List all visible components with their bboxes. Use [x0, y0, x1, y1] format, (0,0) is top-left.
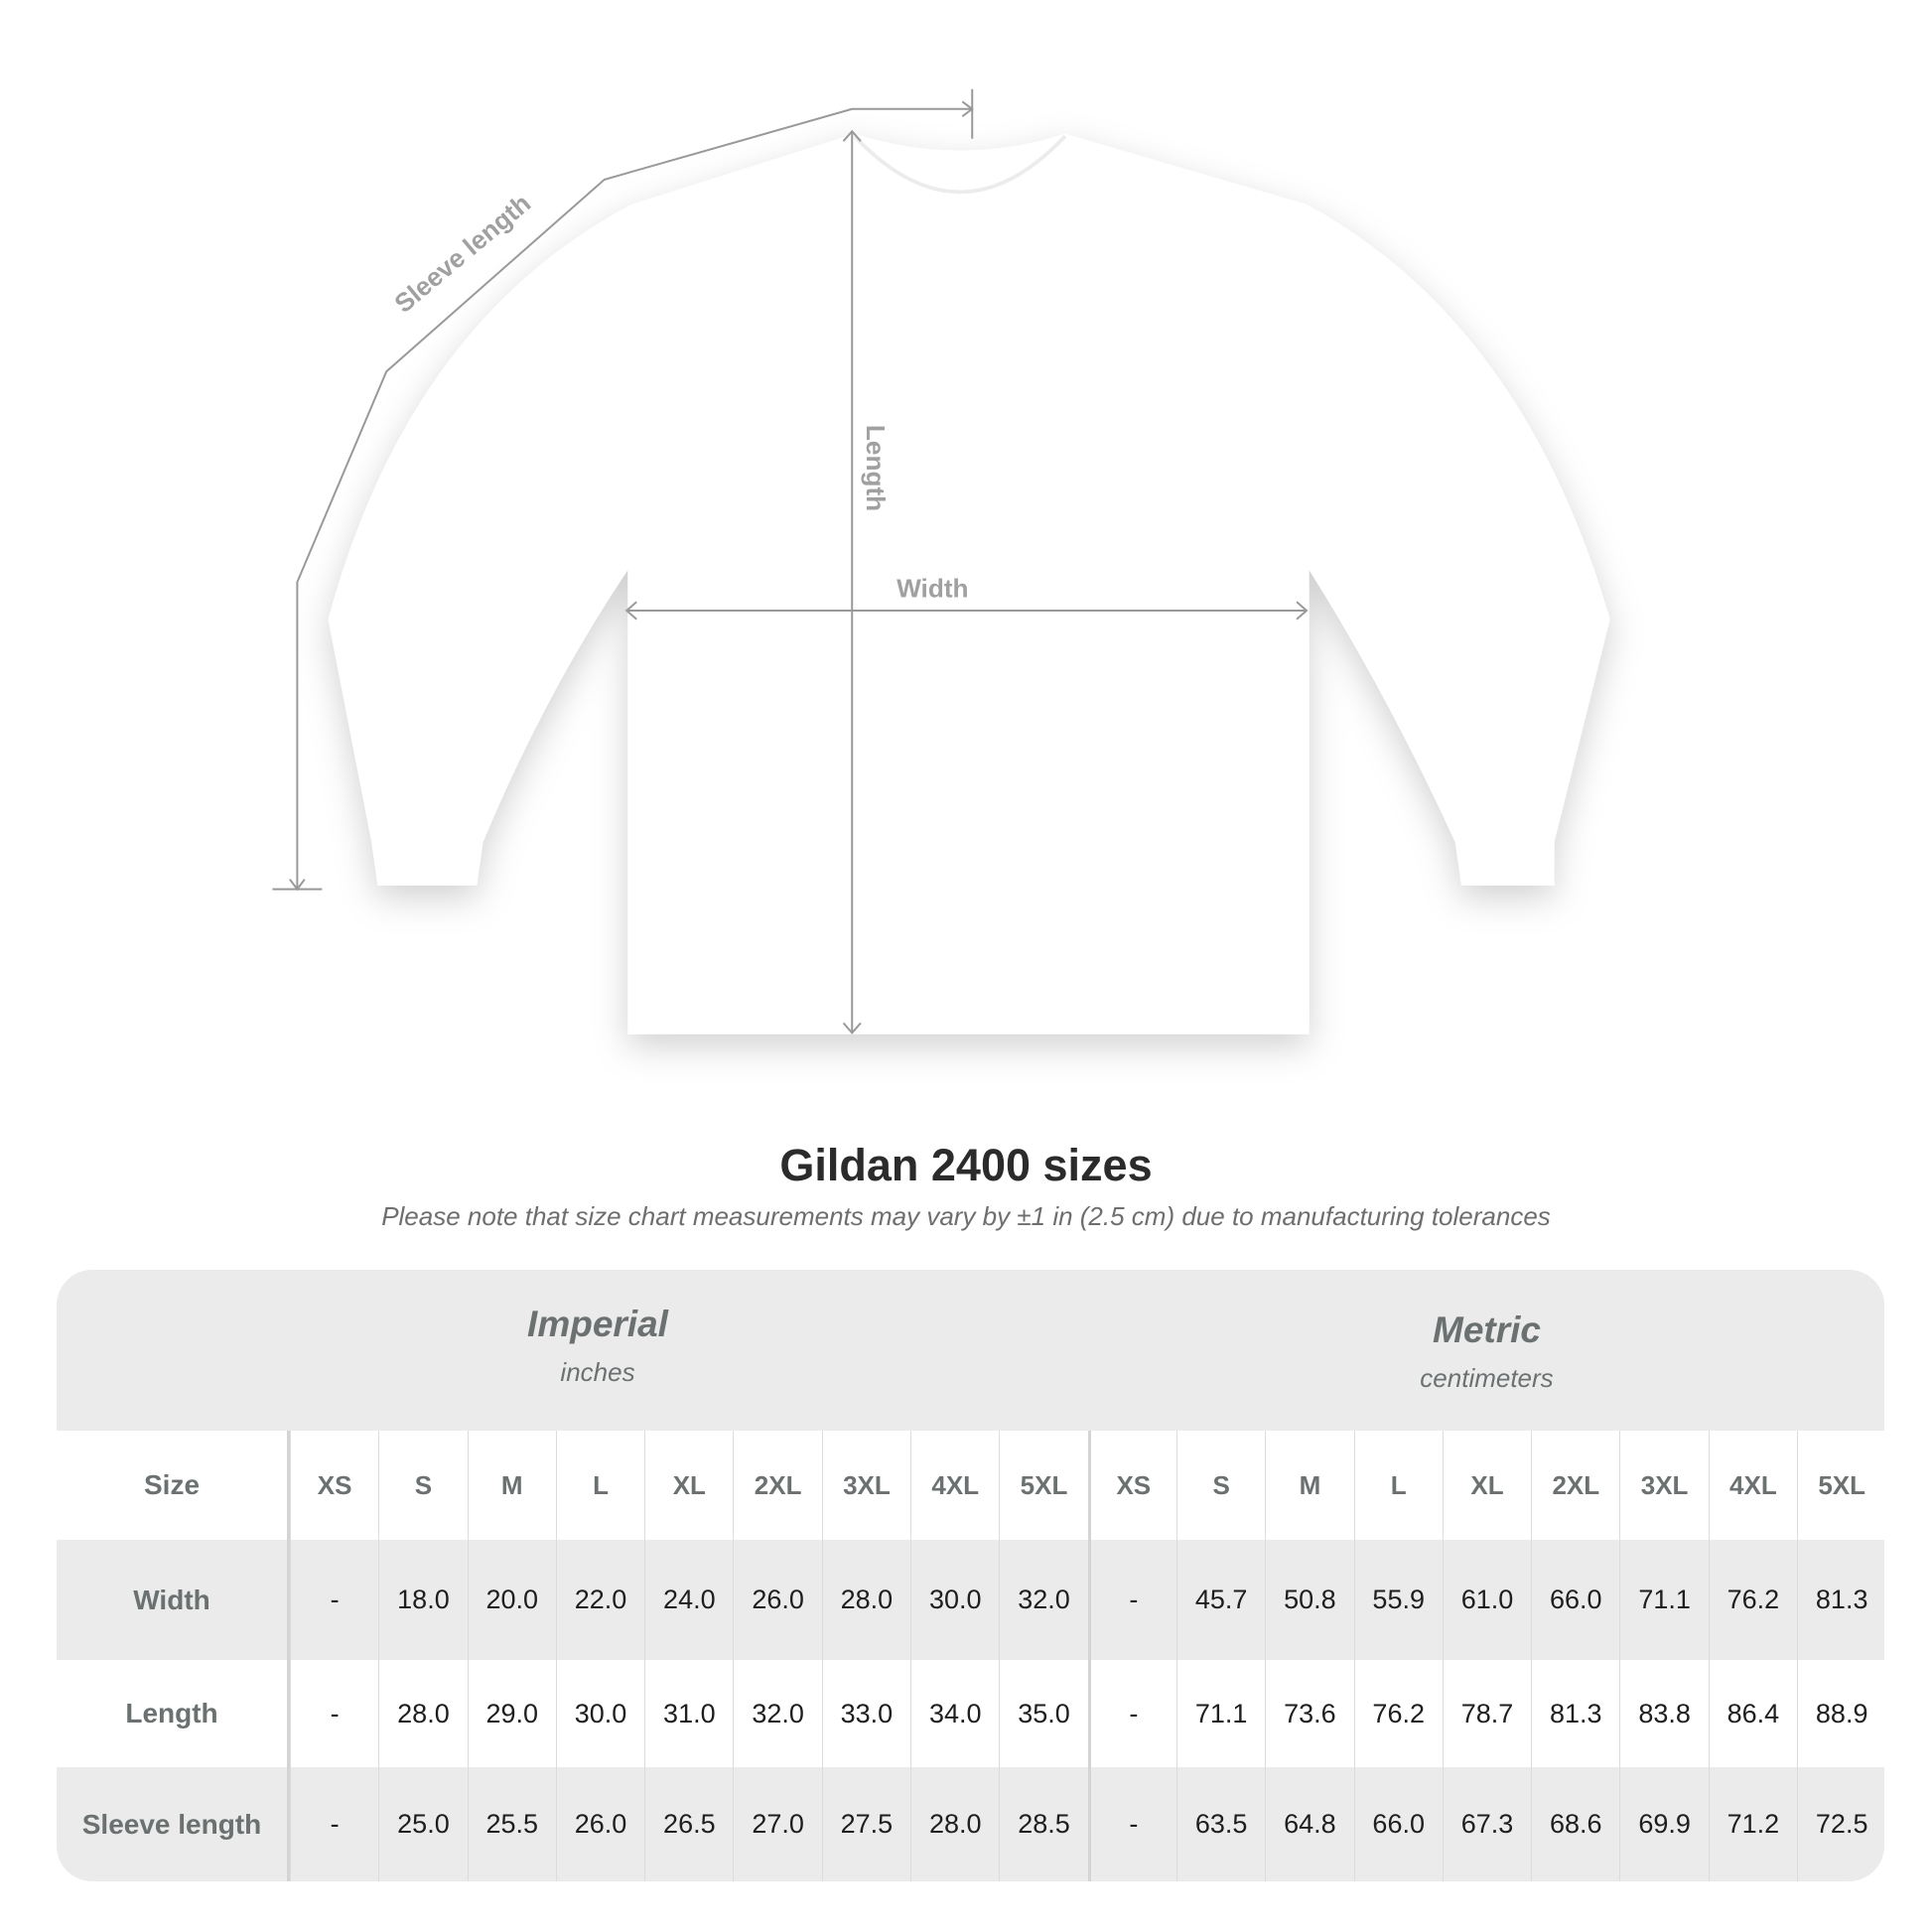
metric-unit: centimeters: [1420, 1363, 1554, 1393]
imperial-value-cell: 28.5: [999, 1767, 1087, 1881]
imperial-value-cell: 24.0: [644, 1540, 733, 1660]
metric-value-cell: 76.2: [1353, 1660, 1443, 1767]
imperial-value-cell: 22.0: [555, 1540, 644, 1660]
length-label: Length: [861, 425, 891, 511]
row-label: Width: [57, 1540, 290, 1660]
metric-value-cell: 72.5: [1797, 1767, 1884, 1881]
metric-size-3xl: 3XL: [1619, 1431, 1708, 1540]
metric-size-xs: XS: [1087, 1431, 1176, 1540]
imperial-value-cell: 31.0: [644, 1660, 733, 1767]
metric-size-l: L: [1353, 1431, 1443, 1540]
metric-value-cell: 63.5: [1175, 1767, 1265, 1881]
imperial-value-cell: 28.0: [821, 1540, 910, 1660]
metric-title: Metric: [1433, 1310, 1541, 1350]
imperial-value-cell: 27.5: [821, 1767, 910, 1881]
imperial-value-cell: 26.0: [555, 1767, 644, 1881]
imperial-value-cell: 25.5: [467, 1767, 556, 1881]
metric-value-cell: 55.9: [1353, 1540, 1443, 1660]
imperial-size-l: L: [555, 1431, 644, 1540]
imperial-unit: inches: [560, 1357, 635, 1387]
row-label: Size: [57, 1431, 290, 1540]
metric-header: Metric centimeters: [1089, 1276, 1884, 1437]
metric-value-cell: -: [1087, 1767, 1176, 1881]
metric-value-cell: 61.0: [1442, 1540, 1531, 1660]
metric-size-m: M: [1265, 1431, 1353, 1540]
imperial-value-cell: -: [290, 1660, 378, 1767]
imperial-value-cell: 30.0: [555, 1660, 644, 1767]
imperial-value-cell: 33.0: [821, 1660, 910, 1767]
metric-value-cell: 71.1: [1619, 1540, 1708, 1660]
imperial-value-cell: 26.5: [644, 1767, 733, 1881]
imperial-size-xl: XL: [644, 1431, 733, 1540]
metric-value-cell: 83.8: [1619, 1660, 1708, 1767]
imperial-size-m: M: [467, 1431, 556, 1540]
table-row: Sleeve length -25.0 25.5 26.0 26.5 27.0 27.5 28…: [57, 1767, 1884, 1881]
imperial-value-cell: 32.0: [999, 1540, 1087, 1660]
imperial-value-cell: 30.0: [910, 1540, 999, 1660]
row-label: Sleeve length: [57, 1767, 290, 1881]
metric-value-cell: 69.9: [1619, 1767, 1708, 1881]
imperial-size-5xl: 5XL: [999, 1431, 1087, 1540]
imperial-value-cell: 25.0: [378, 1767, 467, 1881]
imperial-value-cell: 35.0: [999, 1660, 1087, 1767]
table-row: Length -28.0 29.0 30.0 31.0 32.0 33.0 34.0 35.0-…: [57, 1660, 1884, 1767]
size-table: Imperial inches Metric centimeters Size X…: [57, 1270, 1884, 1881]
imperial-value-cell: 28.0: [910, 1767, 999, 1881]
metric-size-5xl: 5XL: [1797, 1431, 1884, 1540]
imperial-value-cell: 20.0: [467, 1540, 556, 1660]
imperial-value-cell: 26.0: [733, 1540, 821, 1660]
metric-value-cell: 64.8: [1265, 1767, 1353, 1881]
metric-value-cell: -: [1087, 1660, 1176, 1767]
collar: [853, 134, 1067, 195]
sleeve-length-line: [296, 107, 973, 890]
imperial-value-cell: 34.0: [910, 1660, 999, 1767]
imperial-title: Imperial: [527, 1304, 668, 1344]
imperial-value-cell: 32.0: [733, 1660, 821, 1767]
imperial-value-cell: -: [290, 1540, 378, 1660]
imperial-size-2xl: 2XL: [733, 1431, 821, 1540]
imperial-value-cell: -: [290, 1767, 378, 1881]
metric-value-cell: 71.1: [1175, 1660, 1265, 1767]
metric-value-cell: 68.6: [1531, 1767, 1619, 1881]
imperial-value-cell: 18.0: [378, 1540, 467, 1660]
imperial-size-4xl: 4XL: [910, 1431, 999, 1540]
metric-size-4xl: 4XL: [1708, 1431, 1797, 1540]
imperial-value-cell: 27.0: [733, 1767, 821, 1881]
imperial-size-xs: XS: [290, 1431, 378, 1540]
metric-value-cell: 66.0: [1531, 1540, 1619, 1660]
metric-size-2xl: 2XL: [1531, 1431, 1619, 1540]
metric-value-cell: 81.3: [1531, 1660, 1619, 1767]
tolerance-note: Please note that size chart measurements…: [381, 1201, 1551, 1231]
metric-value-cell: 81.3: [1797, 1540, 1884, 1660]
metric-value-cell: 71.2: [1708, 1767, 1797, 1881]
imperial-size-s: S: [378, 1431, 467, 1540]
row-label: Length: [57, 1660, 290, 1767]
long-sleeve-shirt-image: [328, 133, 1610, 1035]
metric-value-cell: 86.4: [1708, 1660, 1797, 1767]
metric-value-cell: 73.6: [1265, 1660, 1353, 1767]
width-label: Width: [897, 573, 968, 603]
metric-value-cell: -: [1087, 1540, 1176, 1660]
metric-value-cell: 78.7: [1442, 1660, 1531, 1767]
metric-size-s: S: [1175, 1431, 1265, 1540]
metric-value-cell: 50.8: [1265, 1540, 1353, 1660]
table-row: Width -18.0 20.0 22.0 24.0 26.0 28.0 30.0 32.0-4…: [57, 1540, 1884, 1660]
table-header: Imperial inches Metric centimeters: [57, 1270, 1884, 1431]
imperial-value-cell: 28.0: [378, 1660, 467, 1767]
metric-size-xl: XL: [1442, 1431, 1531, 1540]
metric-value-cell: 88.9: [1797, 1660, 1884, 1767]
page-title: Gildan 2400 sizes: [779, 1140, 1153, 1190]
metric-value-cell: 45.7: [1175, 1540, 1265, 1660]
imperial-header: Imperial inches: [57, 1270, 1139, 1431]
imperial-size-3xl: 3XL: [821, 1431, 910, 1540]
imperial-value-cell: 29.0: [467, 1660, 556, 1767]
size-header-row: Size XS S M L XL 2XL 3XL 4XL 5XL XS S M L XL 2XL 3XL 4XL 5…: [57, 1431, 1884, 1540]
metric-value-cell: 66.0: [1353, 1767, 1443, 1881]
metric-value-cell: 67.3: [1442, 1767, 1531, 1881]
metric-value-cell: 76.2: [1708, 1540, 1797, 1660]
